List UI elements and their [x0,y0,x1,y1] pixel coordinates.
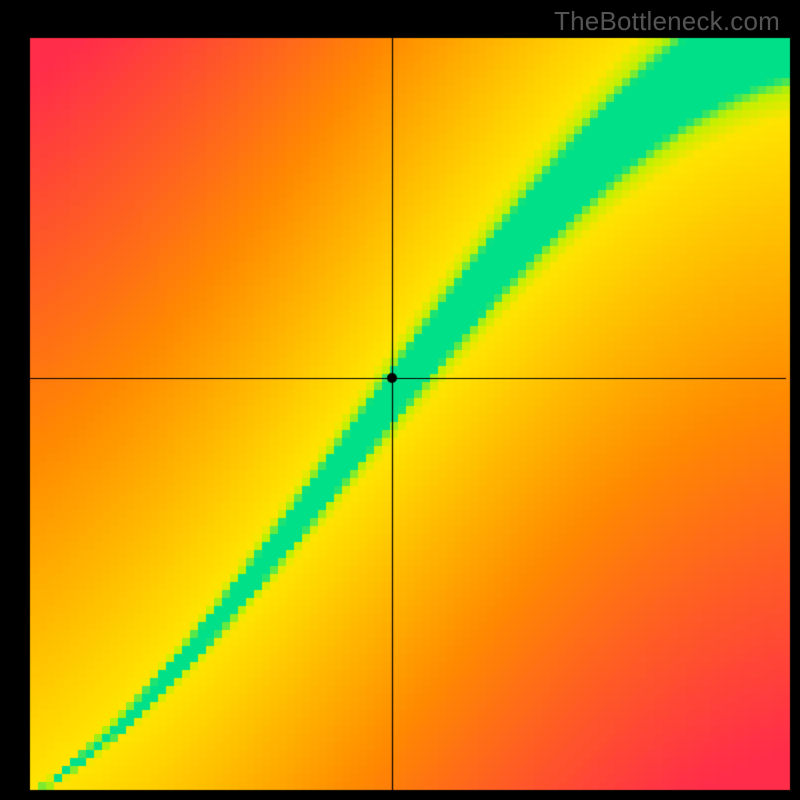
bottleneck-heatmap [0,0,800,800]
watermark-text: TheBottleneck.com [554,6,780,37]
